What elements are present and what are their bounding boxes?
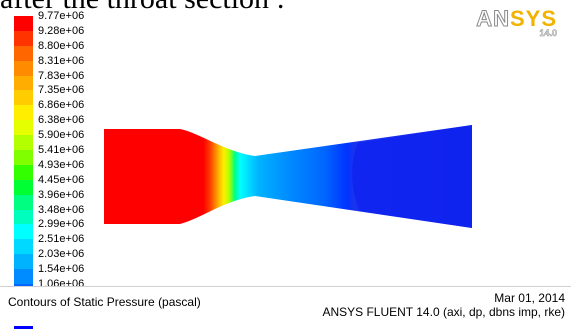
- legend-swatch: [14, 120, 33, 136]
- ansys-version: 14.0: [539, 28, 557, 39]
- legend-label: 3.96e+06: [38, 188, 85, 201]
- legend-swatch: [14, 239, 33, 255]
- legend-swatch: [14, 194, 33, 210]
- legend-label: 6.86e+06: [38, 99, 85, 112]
- run-date: Mar 01, 2014: [494, 291, 565, 305]
- legend-swatch: [14, 254, 33, 270]
- contour-title: Contours of Static Pressure (pascal): [8, 295, 201, 309]
- legend-label: 7.83e+06: [38, 69, 85, 82]
- legend-label: 5.90e+06: [38, 129, 85, 142]
- run-info: Mar 01, 2014 ANSYS FLUENT 14.0 (axi, dp,…: [322, 291, 565, 319]
- legend-swatch: [14, 16, 33, 31]
- legend-label: 3.48e+06: [38, 203, 85, 216]
- legend-swatch: [14, 30, 33, 46]
- legend-swatch: [14, 105, 33, 121]
- legend-swatch: [14, 60, 33, 76]
- legend-swatch: [14, 90, 33, 106]
- legend-label: 9.77e+06: [38, 10, 85, 22]
- legend-label: 1.54e+06: [38, 263, 85, 276]
- legend-label: 2.03e+06: [38, 248, 85, 261]
- legend-label: 8.80e+06: [38, 39, 85, 52]
- legend-swatch: [14, 269, 33, 285]
- legend-label: 9.28e+06: [38, 24, 85, 37]
- legend-swatch: [14, 150, 33, 165]
- legend-swatch: [14, 179, 33, 195]
- legend-swatch: [14, 224, 33, 240]
- status-footer: Contours of Static Pressure (pascal) Mar…: [0, 286, 571, 326]
- ansys-logo-text: ANSYS: [476, 6, 557, 32]
- legend-swatch: [14, 209, 33, 225]
- solver-info: ANSYS FLUENT 14.0 (axi, dp, dbns imp, rk…: [322, 305, 565, 319]
- legend-label: 2.51e+06: [38, 233, 85, 246]
- ansys-logo: ANSYS 14.0: [476, 6, 558, 39]
- legend-label: 8.31e+06: [38, 54, 85, 67]
- legend-label: 2.99e+06: [38, 218, 85, 231]
- legend-label: 7.35e+06: [38, 84, 85, 97]
- legend-label: 6.38e+06: [38, 114, 85, 127]
- slide-heading: after the throat section :: [0, 0, 285, 16]
- outlet-region: [352, 125, 472, 228]
- nozzle-contour-plot: [104, 125, 472, 228]
- legend-label: 5.41e+06: [38, 144, 85, 157]
- legend-label: 4.93e+06: [38, 158, 85, 171]
- legend-label: 4.45e+06: [38, 173, 85, 186]
- legend-swatch: [14, 45, 33, 61]
- legend-swatch: [14, 164, 33, 180]
- legend-swatch: [14, 75, 33, 91]
- legend-swatch: [14, 135, 33, 151]
